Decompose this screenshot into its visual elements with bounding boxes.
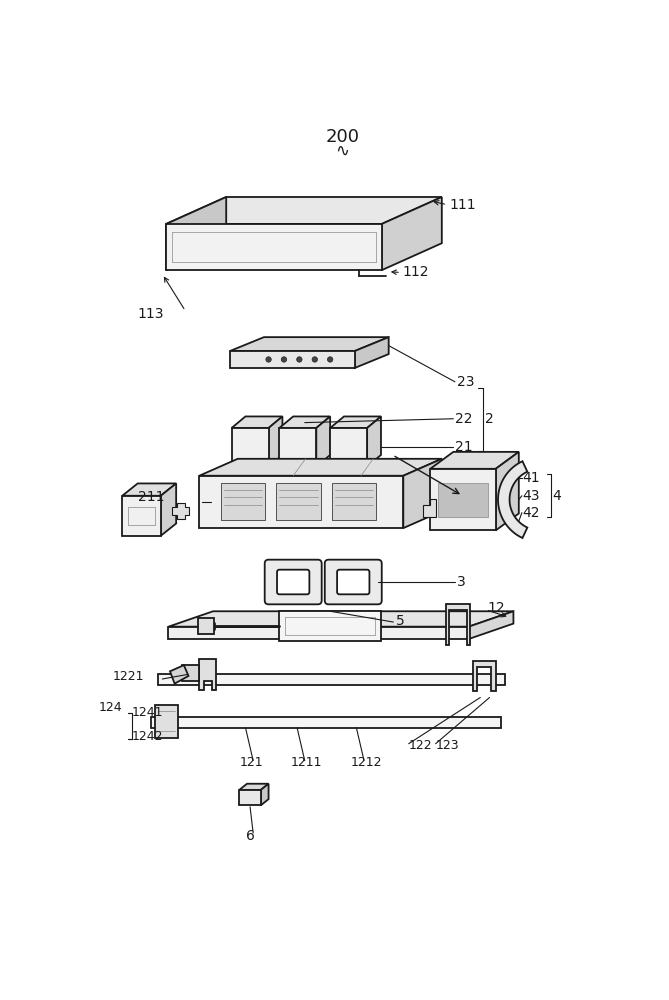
Polygon shape	[280, 611, 381, 641]
Polygon shape	[430, 452, 518, 469]
Polygon shape	[423, 499, 436, 517]
Text: 211: 211	[138, 490, 164, 504]
Text: 42: 42	[522, 506, 540, 520]
Text: 21: 21	[455, 440, 472, 454]
Text: 200: 200	[326, 128, 359, 146]
Polygon shape	[330, 428, 367, 466]
Text: 6: 6	[246, 829, 254, 843]
Text: 113: 113	[138, 307, 164, 321]
Text: 5: 5	[395, 614, 404, 628]
Circle shape	[266, 357, 271, 362]
Text: 123: 123	[436, 739, 460, 752]
Polygon shape	[155, 705, 178, 738]
Polygon shape	[268, 416, 282, 466]
Polygon shape	[332, 483, 377, 520]
FancyBboxPatch shape	[265, 560, 322, 604]
Text: 23: 23	[457, 375, 475, 389]
Polygon shape	[367, 416, 381, 466]
Polygon shape	[230, 337, 389, 351]
Polygon shape	[170, 665, 189, 684]
Polygon shape	[430, 469, 496, 530]
Text: 1211: 1211	[291, 756, 322, 769]
FancyBboxPatch shape	[277, 570, 309, 594]
Polygon shape	[166, 224, 382, 270]
Text: 121: 121	[240, 756, 263, 769]
Polygon shape	[403, 459, 442, 528]
FancyBboxPatch shape	[337, 570, 369, 594]
Text: 1212: 1212	[350, 756, 382, 769]
Polygon shape	[469, 611, 513, 639]
Polygon shape	[199, 659, 216, 690]
Polygon shape	[199, 476, 403, 528]
Text: 1241: 1241	[132, 706, 163, 719]
Text: 22: 22	[455, 412, 472, 426]
Polygon shape	[169, 627, 469, 639]
Polygon shape	[355, 337, 389, 368]
Polygon shape	[122, 496, 161, 536]
Polygon shape	[199, 459, 442, 476]
Polygon shape	[221, 483, 266, 520]
Circle shape	[281, 357, 286, 362]
FancyBboxPatch shape	[324, 560, 382, 604]
Polygon shape	[330, 416, 381, 428]
Text: 111: 111	[450, 198, 476, 212]
Text: 43: 43	[522, 489, 540, 503]
Text: ∿: ∿	[336, 142, 349, 160]
Polygon shape	[261, 784, 268, 805]
Polygon shape	[240, 784, 268, 790]
Text: 1221: 1221	[112, 670, 144, 683]
Text: 124: 124	[99, 701, 123, 714]
Text: 2: 2	[485, 412, 494, 426]
Polygon shape	[173, 503, 189, 519]
Circle shape	[327, 357, 333, 362]
Polygon shape	[438, 483, 488, 517]
Text: 112: 112	[403, 265, 429, 279]
Polygon shape	[240, 790, 261, 805]
Text: 1242: 1242	[132, 730, 163, 742]
Polygon shape	[183, 665, 199, 681]
Polygon shape	[496, 452, 518, 530]
Polygon shape	[230, 351, 355, 368]
Circle shape	[312, 357, 318, 362]
Polygon shape	[161, 483, 176, 536]
Polygon shape	[166, 197, 226, 270]
Text: 122: 122	[409, 739, 432, 752]
Polygon shape	[446, 604, 470, 645]
Text: 12: 12	[487, 601, 505, 615]
Text: 3: 3	[457, 575, 466, 589]
Polygon shape	[276, 483, 321, 520]
Polygon shape	[382, 197, 442, 270]
Text: 4: 4	[553, 489, 561, 503]
Polygon shape	[280, 416, 330, 428]
Polygon shape	[159, 674, 505, 685]
Polygon shape	[498, 461, 527, 538]
Polygon shape	[199, 618, 214, 634]
Polygon shape	[280, 428, 316, 466]
Polygon shape	[122, 483, 176, 496]
Polygon shape	[231, 428, 268, 466]
Polygon shape	[316, 416, 330, 466]
Polygon shape	[166, 197, 442, 224]
Text: 41: 41	[522, 471, 541, 485]
Circle shape	[296, 357, 302, 362]
Polygon shape	[169, 611, 513, 627]
Polygon shape	[151, 717, 501, 728]
Polygon shape	[472, 661, 496, 691]
Polygon shape	[231, 416, 282, 428]
